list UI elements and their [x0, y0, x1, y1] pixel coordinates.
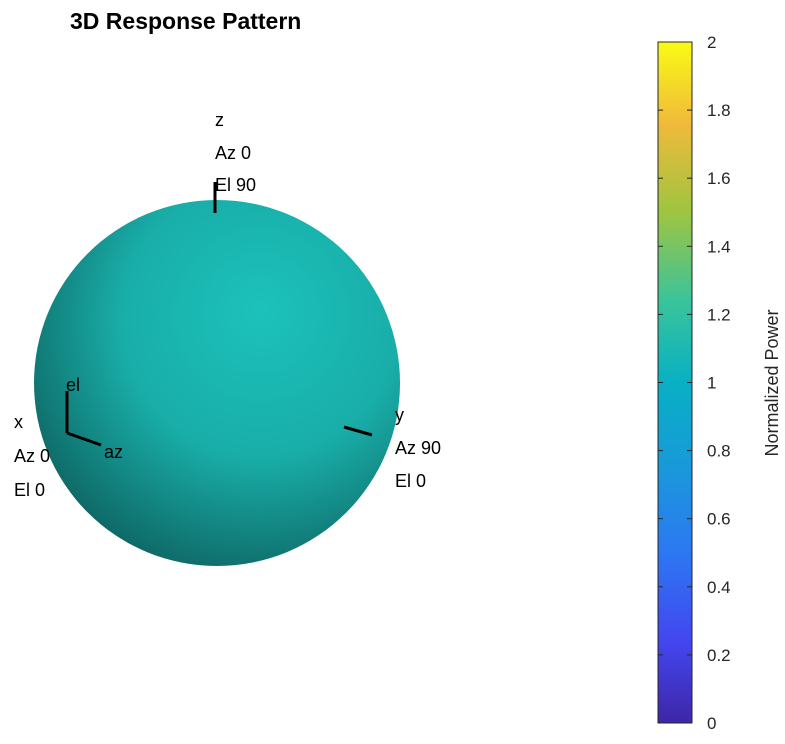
z-axis-el-label: El 90	[215, 175, 256, 195]
y-axis-line	[343, 425, 373, 437]
colorbar-tick-label: 0.2	[707, 646, 731, 665]
az-local-label: az	[104, 442, 123, 462]
x-axis-el-label: El 0	[14, 480, 45, 500]
y-axis-az-label: Az 90	[395, 438, 441, 458]
colorbar-ticks: 0 0.2 0.4 0.6 0.8 1 1.2 1.4 1.6 1.8 2	[658, 33, 731, 733]
x-axis-name: x	[14, 412, 23, 432]
y-axis-name: y	[395, 405, 404, 425]
colorbar-tick-label: 0.6	[707, 510, 731, 529]
colorbar-tick-label: 1.6	[707, 169, 731, 188]
az-local-axis	[66, 431, 102, 447]
x-axis-az-label: Az 0	[14, 446, 50, 466]
y-axis-el-label: El 0	[395, 471, 426, 491]
z-axis-az-label: Az 0	[215, 143, 251, 163]
colorbar-label: Normalized Power	[762, 309, 782, 456]
colorbar-tick-label: 0	[707, 714, 716, 733]
colorbar	[657, 41, 693, 724]
colorbar-tick-label: 1.8	[707, 101, 731, 120]
pattern-surface	[34, 200, 400, 566]
el-local-label: el	[66, 375, 80, 395]
colorbar-tick-label: 0.8	[707, 442, 731, 461]
colorbar-tick-label: 0.4	[707, 578, 731, 597]
z-axis-name: z	[215, 110, 224, 130]
colorbar-tick-label: 1.2	[707, 305, 731, 324]
chart-title: 3D Response Pattern	[70, 8, 302, 34]
colorbar-tick-label: 1.4	[707, 237, 731, 256]
colorbar-tick-label: 2	[707, 33, 716, 52]
colorbar-tick-label: 1	[707, 374, 716, 393]
